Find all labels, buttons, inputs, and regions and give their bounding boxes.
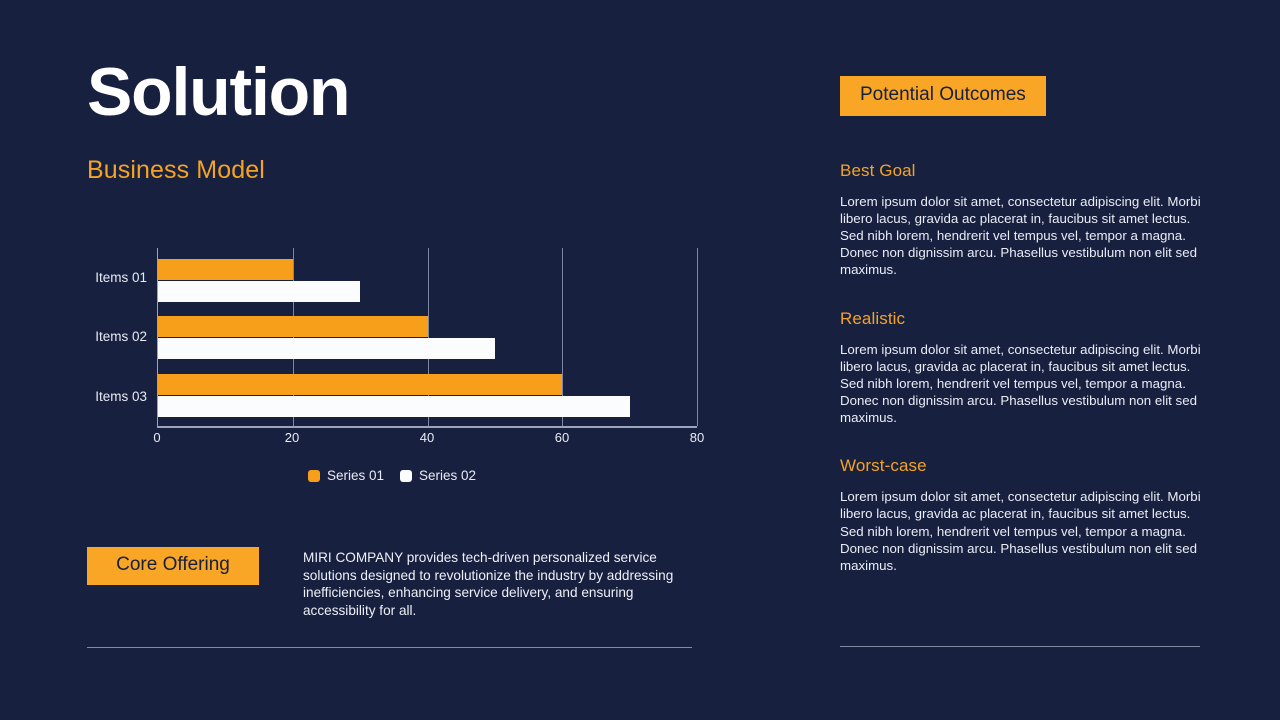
bar-group <box>158 259 697 303</box>
x-axis-line <box>157 426 697 428</box>
gridline <box>697 248 698 426</box>
chart-plot-area: Items 01 Items 02 Items 03 0 20 40 60 80 <box>87 248 704 445</box>
x-tick-label: 60 <box>554 430 570 445</box>
bar-group <box>158 373 697 417</box>
x-tick-label: 40 <box>419 430 435 445</box>
legend-swatch-icon <box>307 469 320 482</box>
outcome-body: Lorem ipsum dolor sit amet, consectetur … <box>840 193 1201 278</box>
bar-series-02 <box>158 395 630 417</box>
category-label: Items 01 <box>95 270 147 286</box>
core-offering-row: Core Offering MIRI COMPANY provides tech… <box>87 547 697 619</box>
category-axis-labels: Items 01 Items 02 Items 03 <box>87 248 155 426</box>
core-offering-description: MIRI COMPANY provides tech-driven person… <box>303 550 674 618</box>
outcome-section: Worst-case Lorem ipsum dolor sit amet, co… <box>840 456 1202 574</box>
x-axis-ticks: 0 20 40 60 80 <box>153 430 704 450</box>
title-block: Solution Business Model <box>87 58 697 185</box>
page-subtitle: Business Model <box>87 156 265 184</box>
bar-groups <box>158 248 697 426</box>
page-title: Solution <box>87 54 351 130</box>
x-tick-label: 0 <box>153 430 161 445</box>
core-offering-badge: Core Offering <box>87 547 259 585</box>
x-tick-label: 80 <box>689 430 705 445</box>
bar-series-02 <box>158 281 361 303</box>
outcome-heading: Best Goal <box>840 160 916 180</box>
divider-right <box>840 646 1200 647</box>
category-label: Items 03 <box>95 388 147 404</box>
legend-item[interactable]: Series 02 <box>400 468 476 483</box>
bar-series-02 <box>158 338 495 360</box>
outcome-body: Lorem ipsum dolor sit amet, consectetur … <box>840 341 1201 426</box>
legend-label: Series 02 <box>419 468 477 483</box>
bar-group <box>158 316 697 360</box>
potential-outcomes-badge: Potential Outcomes <box>840 76 1046 116</box>
divider-left <box>87 647 692 648</box>
outcome-sections: Best Goal Lorem ipsum dolor sit amet, con… <box>840 161 1202 574</box>
outcome-section: Best Goal Lorem ipsum dolor sit amet, con… <box>840 161 1202 279</box>
outcome-body: Lorem ipsum dolor sit amet, consectetur … <box>840 489 1201 573</box>
x-tick-label: 20 <box>284 430 300 445</box>
category-label: Items 02 <box>95 329 147 345</box>
bar-series-01 <box>158 373 563 395</box>
legend-label: Series 01 <box>326 468 384 483</box>
bar-chart: Items 01 Items 02 Items 03 0 20 40 60 80 Serie… <box>87 248 704 483</box>
outcome-heading: Realistic <box>840 308 906 328</box>
legend-swatch-icon <box>400 469 412 482</box>
bar-series-01 <box>158 259 293 281</box>
chart-legend: Series 01 Series 02 <box>87 468 697 483</box>
outcome-heading: Worst-case <box>840 456 927 476</box>
legend-item[interactable]: Series 01 <box>307 468 384 483</box>
outcome-section: Realistic Lorem ipsum dolor sit amet, con… <box>840 309 1202 427</box>
bar-series-01 <box>158 316 428 338</box>
outcomes-panel: Potential Outcomes Best Goal Lorem ipsum … <box>840 76 1202 574</box>
plot-region <box>157 248 698 426</box>
